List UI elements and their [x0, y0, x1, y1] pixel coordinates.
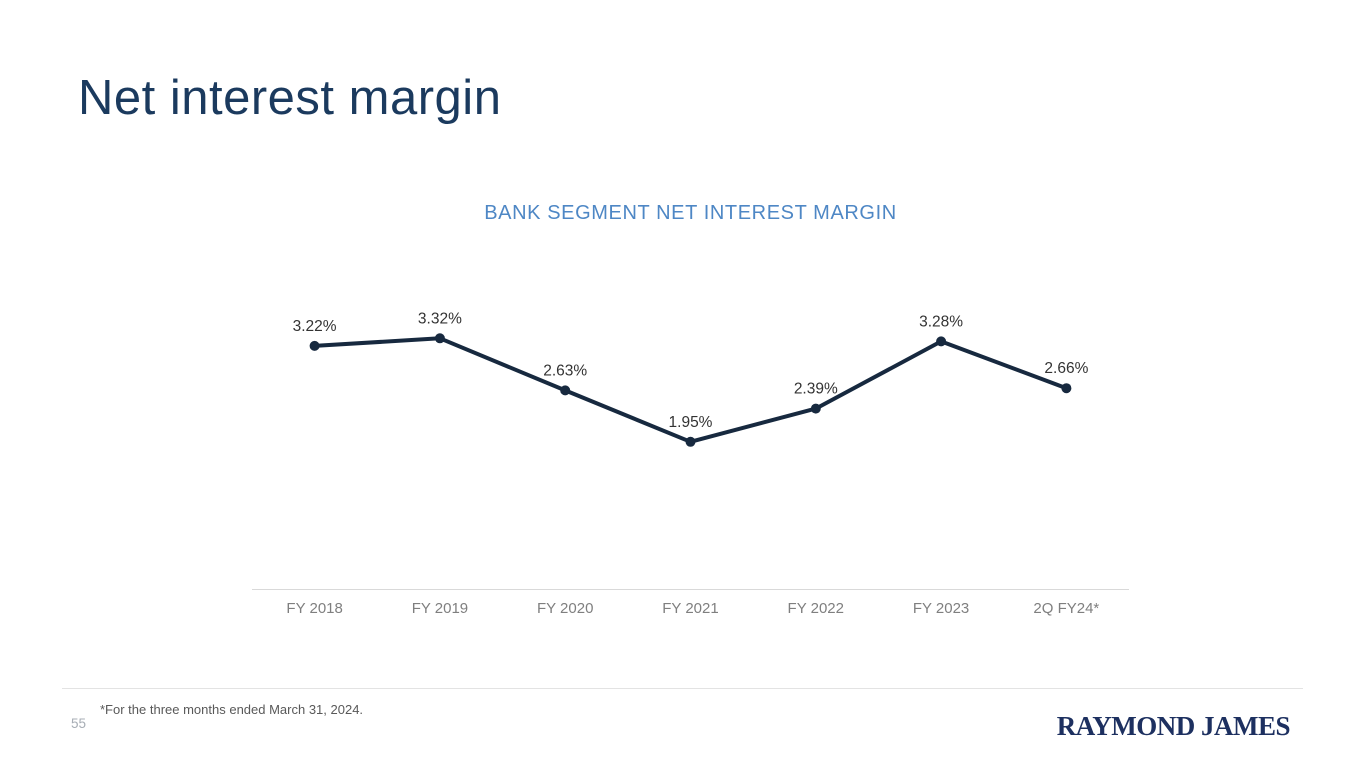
x-axis-label: FY 2023 — [912, 600, 970, 617]
line-chart: 3.22% 3.32% 2.63% 1.95% 2.39% 3.28% 2.66% — [293, 310, 1089, 447]
data-point-label: 3.28% — [919, 313, 963, 330]
x-axis-labels: FY 2018 FY 2019 FY 2020 FY 2021 FY 2022 FY 20… — [252, 600, 1129, 617]
footnote: *For the three months ended March 31, 20… — [100, 702, 364, 717]
footer-divider — [62, 688, 1303, 689]
x-axis-label: FY 2021 — [662, 600, 719, 617]
data-point-label: 2.66% — [1044, 360, 1088, 377]
x-axis-label: FY 2022 — [787, 600, 844, 617]
data-point-label: 1.95% — [669, 414, 713, 431]
data-point-label: 3.32% — [418, 310, 462, 327]
data-point-marker — [434, 333, 445, 344]
data-point-label: 2.63% — [543, 362, 587, 379]
chart-title: BANK SEGMENT NET INTEREST MARGIN — [484, 202, 897, 224]
x-axis-label: FY 2020 — [536, 600, 594, 617]
x-axis-label: 2Q FY24* — [1033, 600, 1100, 617]
data-point-label: 3.22% — [293, 318, 337, 335]
page-title: Net interest margin — [78, 71, 502, 125]
x-axis-label: FY 2018 — [286, 600, 343, 617]
page-number: 55 — [71, 716, 87, 731]
data-point-marker — [810, 403, 821, 414]
data-point-label: 2.39% — [794, 381, 838, 398]
data-point-marker — [936, 336, 947, 347]
data-point-marker — [309, 340, 320, 351]
x-axis-line — [252, 589, 1129, 590]
data-point-marker — [685, 436, 696, 447]
data-point-marker — [1061, 383, 1072, 394]
x-axis-label: FY 2019 — [411, 600, 469, 617]
raymond-james-logo: RAYMOND JAMES — [1056, 711, 1291, 741]
data-point-marker — [560, 385, 571, 396]
